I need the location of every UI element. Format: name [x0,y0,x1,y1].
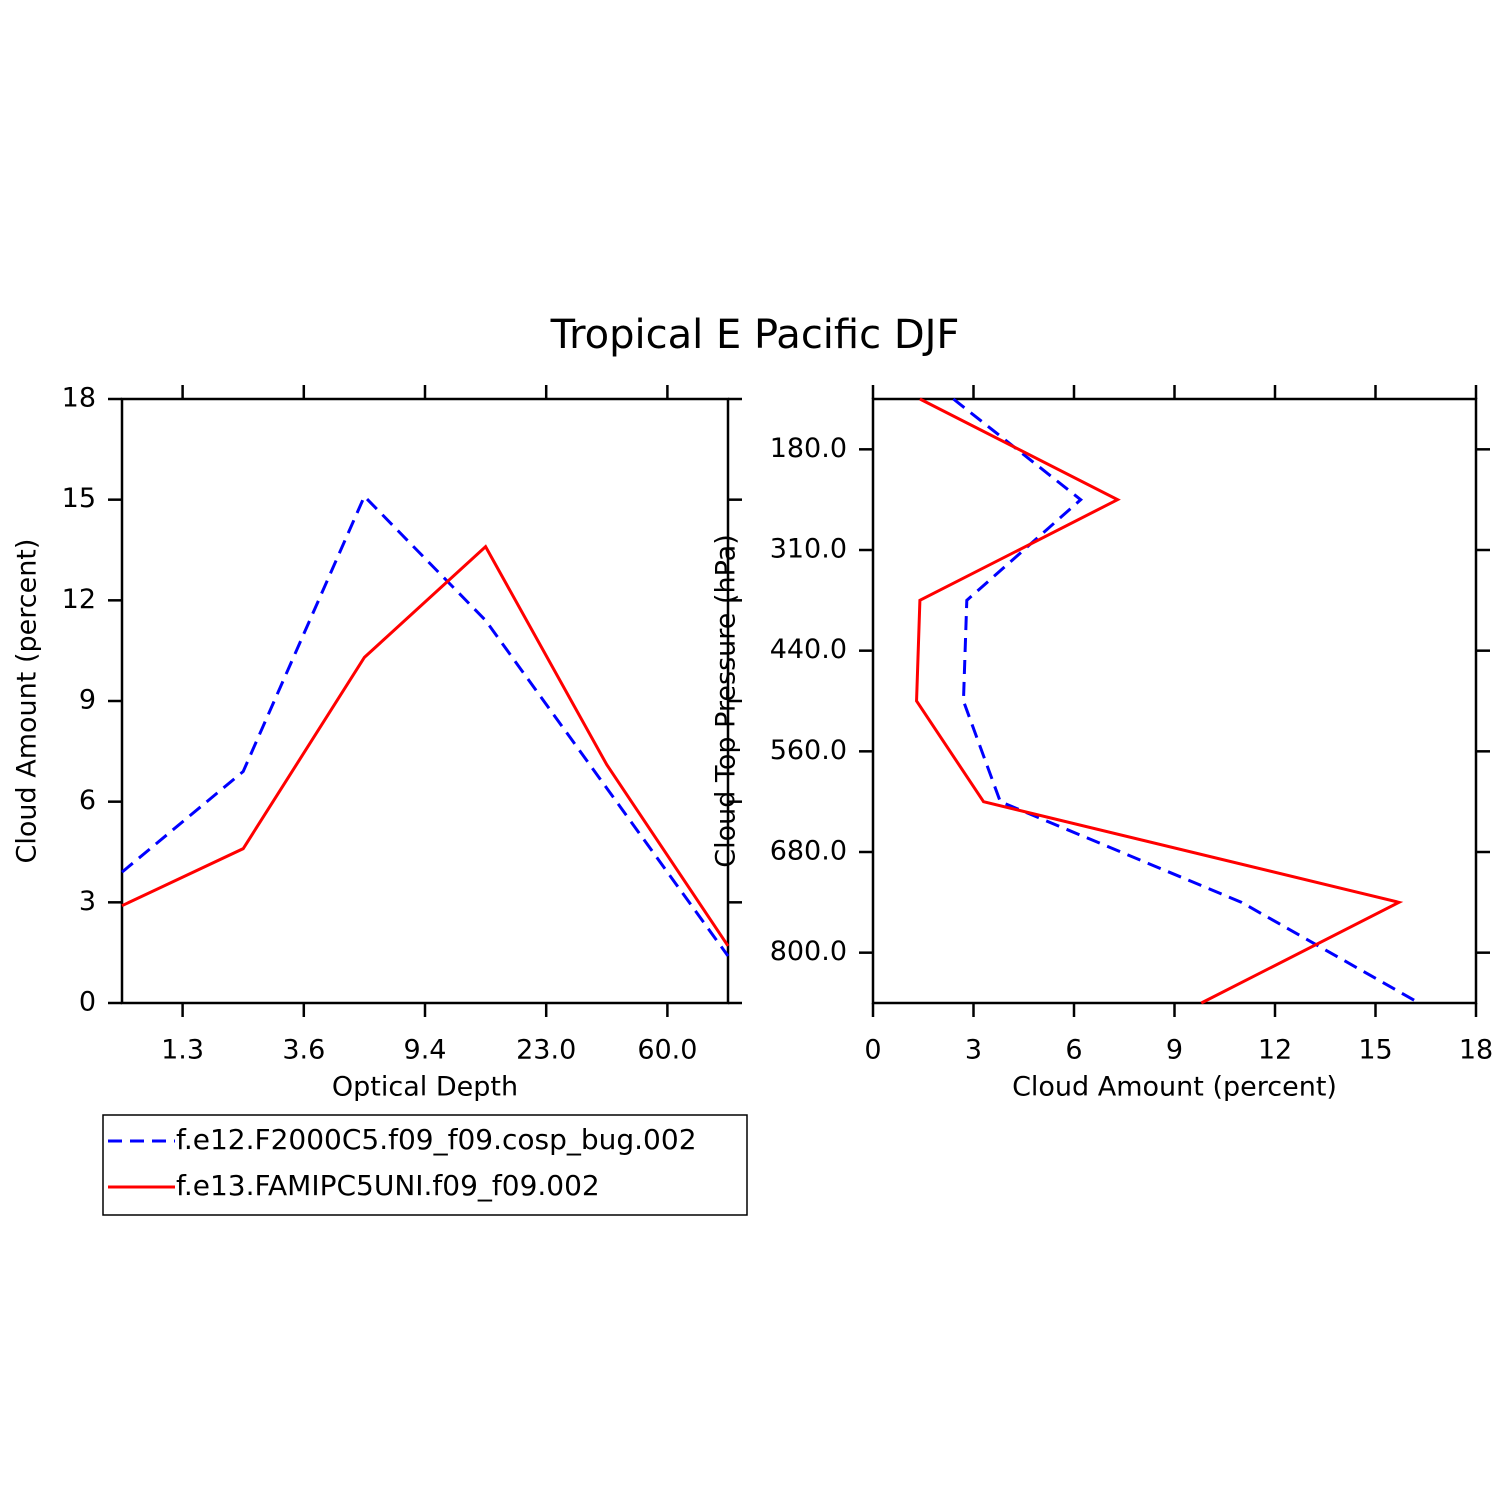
y-tick-label: 800.0 [770,936,847,967]
title: Tropical E Pacific DJF [550,312,960,358]
y-tick-label: 0 [79,987,96,1018]
x-tick-label: 0 [864,1035,881,1066]
x-axis-label: Optical Depth [332,1072,518,1103]
y-tick-label: 3 [79,886,96,917]
x-tick-label: 1.3 [161,1035,204,1066]
x-tick-label: 9.4 [404,1035,447,1066]
y-tick-label: 12 [62,584,96,615]
series-line [952,397,1420,1005]
y-tick-label: 9 [79,685,96,716]
x-tick-label: 18 [1459,1035,1493,1066]
series-line [915,397,1404,1005]
legend-label: f.e12.F2000C5.f09_f09.cosp_bug.002 [176,1123,697,1156]
y-tick-label: 6 [79,785,96,816]
series-line [121,544,730,947]
x-tick-label: 15 [1358,1035,1392,1066]
y-tick-label: 440.0 [770,634,847,665]
plot-frame [120,397,730,1005]
x-tick-label: 3 [965,1035,982,1066]
y-tick-label: 680.0 [770,836,847,867]
y-tick-label: 18 [62,383,96,414]
y-tick-label: 15 [62,483,96,514]
y-tick-label: 180.0 [770,433,847,464]
y-tick-label: 310.0 [770,534,847,565]
y-tick-label: 560.0 [770,735,847,766]
x-tick-label: 3.6 [282,1035,325,1066]
x-tick-label: 9 [1166,1035,1183,1066]
legend-box [102,1114,748,1216]
legend-label: f.e13.FAMIPC5UNI.f09_f09.002 [176,1169,600,1202]
x-tick-label: 23.0 [516,1035,576,1066]
x-tick-label: 12 [1258,1035,1292,1066]
x-tick-label: 60.0 [637,1035,697,1066]
plot-frame [871,397,1478,1005]
series-line [121,493,730,957]
y-axis-label: Cloud Top Pressure (hPa) [711,534,742,868]
x-axis-label: Cloud Amount (percent) [1012,1072,1337,1103]
y-axis-label: Cloud Amount (percent) [12,539,43,864]
x-tick-label: 6 [1065,1035,1082,1066]
